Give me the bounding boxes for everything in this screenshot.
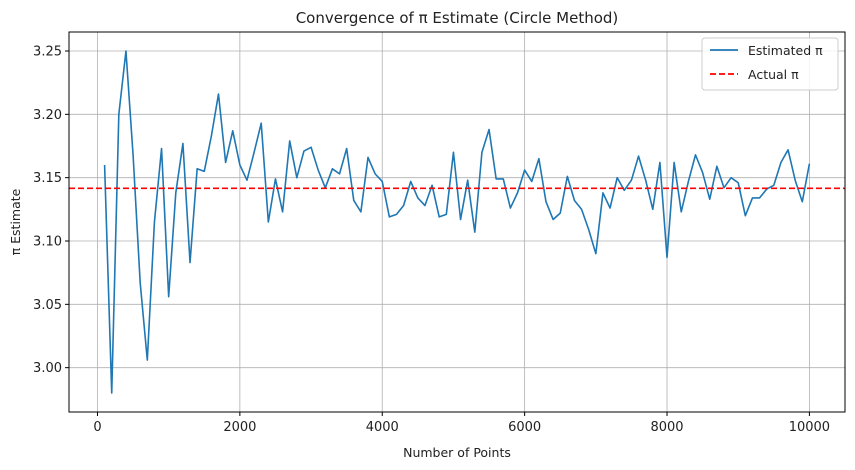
x-tick-label: 0 [93,420,101,435]
y-tick-label: 3.05 [33,298,62,313]
y-axis: 3.00 3.05 3.10 3.15 3.20 3.25 [33,45,69,376]
legend-label-estimated: Estimated π [748,43,823,58]
chart-title: Convergence of π Estimate (Circle Method… [296,9,619,27]
legend: Estimated π Actual π [701,37,839,91]
legend-label-actual: Actual π [748,67,799,82]
x-tick-label: 6000 [508,420,541,435]
series-line-estimated-pi [103,50,811,394]
x-tick-label: 10000 [789,420,830,435]
x-tick-label: 2000 [223,420,256,435]
legend-box [701,37,839,91]
x-tick-label: 4000 [366,420,399,435]
y-tick-label: 3.10 [33,235,62,250]
y-tick-label: 3.25 [33,45,62,60]
y-tick-label: 3.00 [33,361,62,376]
y-tick-label: 3.20 [33,108,62,123]
y-axis-label: π Estimate [8,188,23,255]
x-axis: 0 2000 4000 6000 8000 10000 [93,412,830,435]
grid [69,32,845,412]
plot-frame [68,31,846,413]
plot-area [69,50,845,394]
y-tick-label: 3.15 [33,171,62,186]
x-axis-label: Number of Points [403,445,511,460]
x-tick-label: 8000 [650,420,683,435]
